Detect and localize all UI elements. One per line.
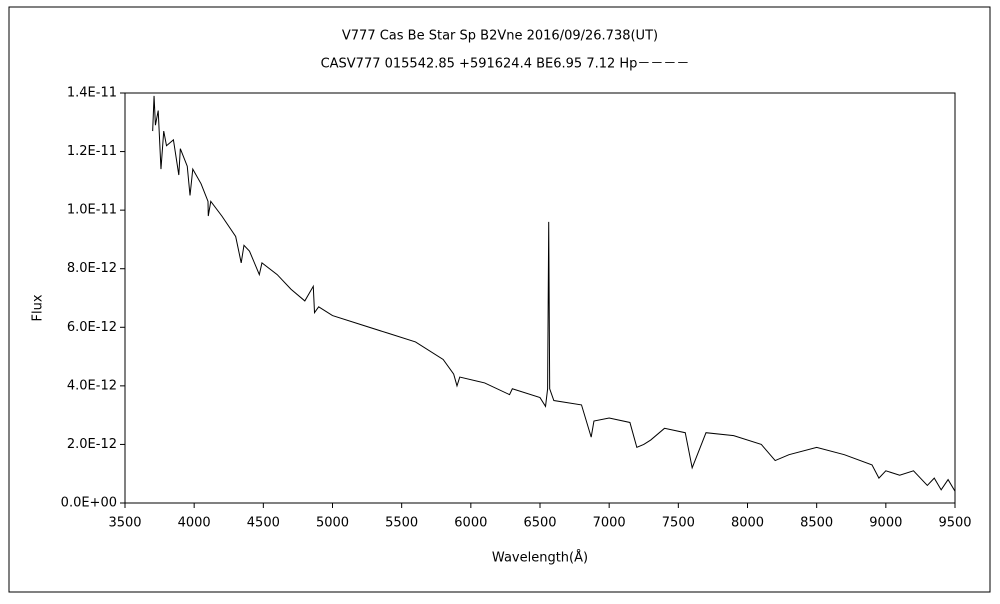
y-axis-label: Flux (31, 294, 46, 321)
y-tick-label: 4.0E-12 (67, 378, 117, 393)
y-tick-label: 6.0E-12 (67, 320, 117, 335)
chart-title: V777 Cas Be Star Sp B2Vne 2016/09/26.738… (342, 29, 658, 44)
x-tick-label: 5000 (316, 516, 349, 531)
x-axis-label: Wavelength(Å) (492, 550, 588, 566)
x-tick-label: 4500 (247, 516, 280, 531)
x-tick-label: 6000 (454, 516, 487, 531)
x-tick-label: 7000 (593, 516, 626, 531)
y-tick-label: 0.0E+00 (61, 496, 117, 511)
x-tick-label: 6500 (523, 516, 556, 531)
x-tick-label: 9500 (938, 516, 971, 531)
y-tick-label: 1.0E-11 (67, 203, 117, 218)
y-tick-label: 8.0E-12 (67, 261, 117, 276)
y-tick-label: 2.0E-12 (67, 437, 117, 452)
x-tick-label: 8500 (800, 516, 833, 531)
y-tick-label: 1.4E-11 (67, 86, 117, 101)
x-tick-label: 3500 (108, 516, 141, 531)
chart-subtitle: CASV777 015542.85 +591624.4 BE6.95 7.12 … (321, 57, 690, 72)
x-tick-label: 4000 (178, 516, 211, 531)
plot-area (124, 92, 956, 504)
x-tick-label: 7500 (662, 516, 695, 531)
y-tick-label: 1.2E-11 (67, 144, 117, 159)
x-tick-label: 9000 (869, 516, 902, 531)
spectrum-line (152, 95, 956, 492)
x-tick-label: 8000 (731, 516, 764, 531)
x-tick-label: 5500 (385, 516, 418, 531)
